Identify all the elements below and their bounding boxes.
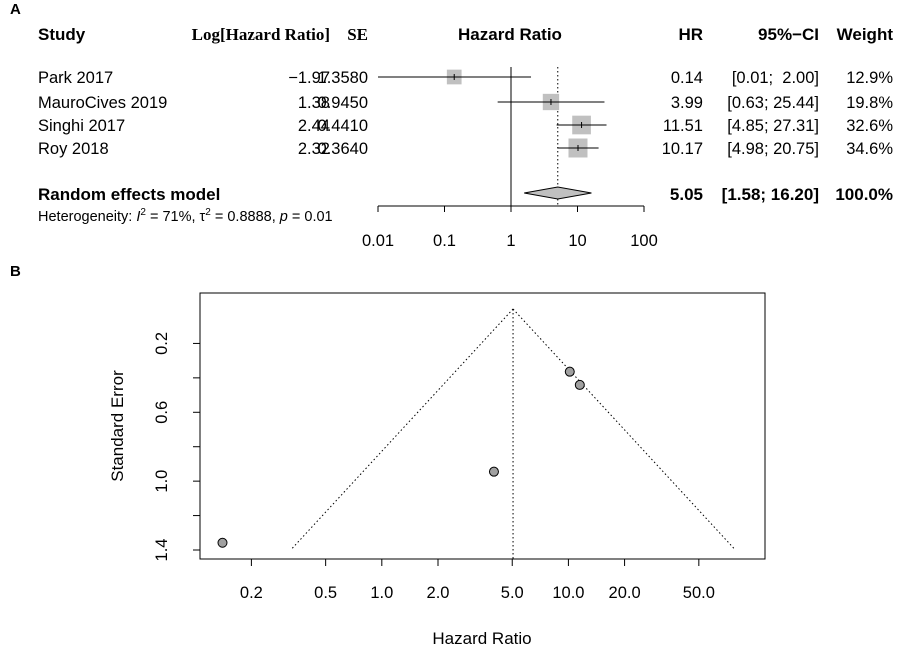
header-hazard-ratio: Hazard Ratio (458, 25, 562, 44)
forest-x-tick-label: 0.1 (433, 232, 456, 250)
funnel-study-point (574, 379, 585, 390)
funnel-x-label: Hazard Ratio (432, 629, 531, 648)
model-ci: [1.58; 16.20] (722, 185, 819, 204)
header-hr: HR (678, 25, 703, 44)
header-se: SE (347, 25, 368, 44)
forest-x-tick-label: 1 (506, 232, 515, 250)
forest-x-tick-label: 10 (568, 232, 586, 250)
panel-a-letter: A (10, 1, 21, 18)
study-log-hr: −1.97 (288, 69, 330, 87)
funnel-study-point (217, 537, 228, 548)
header-log-hr: Log[Hazard Ratio] (192, 25, 330, 44)
study-hr: 0.14 (671, 69, 703, 87)
study-weight: 34.6% (846, 140, 893, 158)
study-ci: [0.01; 2.00] (732, 69, 819, 87)
funnel-right-limit (512, 308, 736, 551)
funnel-plot-panel: B 0.2 0.5 1.0 2.0 5.0 10.0 20.0 50.0 0.2 0.6 1.0 1.… (10, 263, 766, 648)
heterogeneity-text: Heterogeneity: I2 = 71%, τ2 = 0.8888, p … (38, 207, 333, 225)
funnel-x-tick-label: 50.0 (683, 584, 715, 602)
study-weight: 12.9% (846, 69, 893, 87)
study-se: 0.9450 (318, 94, 368, 112)
funnel-y-label: Standard Error (108, 370, 127, 482)
study-ci: [4.85; 27.31] (727, 117, 819, 135)
pooled-diamond (524, 186, 592, 200)
header-ci: 95%−CI (758, 25, 819, 44)
study-weight: 32.6% (846, 117, 893, 135)
study-hr: 11.51 (663, 117, 703, 135)
header-weight: Weight (837, 25, 894, 44)
study-name: Singhi 2017 (38, 117, 125, 135)
funnel-study-point (564, 366, 575, 377)
study-hr: 10.17 (662, 140, 703, 158)
funnel-plot-box (199, 292, 766, 560)
forest-plot-panel: A Study Log[Hazard Ratio] SE Hazard Rati… (10, 1, 893, 250)
study-se: 0.4410 (318, 117, 368, 135)
funnel-y-tick-label: 0.2 (153, 332, 171, 355)
study-ci: [0.63; 25.44] (727, 94, 819, 112)
funnel-x-tick-label: 10.0 (552, 584, 584, 602)
funnel-y-tick-label: 1.0 (153, 470, 171, 493)
funnel-x-tick-label: 0.2 (240, 584, 263, 602)
header-study: Study (38, 25, 86, 44)
funnel-left-limit (290, 308, 514, 551)
funnel-x-tick-label: 20.0 (609, 584, 641, 602)
forest-x-tick-label: 0.01 (362, 232, 394, 250)
funnel-x-tick-label: 1.0 (370, 584, 393, 602)
funnel-x-tick-label: 5.0 (501, 584, 524, 602)
model-weight: 100.0% (835, 185, 893, 204)
study-name: MauroCives 2019 (38, 94, 167, 112)
forest-x-tick-label: 100 (630, 232, 658, 250)
forest-plot-area: 0.01 0.1 1 10 100 (362, 67, 658, 250)
funnel-study-point (488, 466, 499, 477)
study-weight: 19.8% (846, 94, 893, 112)
study-log-hr: 2.32 (298, 140, 330, 158)
study-name: Roy 2018 (38, 140, 109, 158)
study-se: 0.3640 (318, 140, 368, 158)
study-ci: [4.98; 20.75] (727, 140, 819, 158)
model-hr: 5.05 (670, 185, 703, 204)
funnel-x-tick-label: 0.5 (314, 584, 337, 602)
study-log-hr: 2.44 (298, 117, 330, 135)
funnel-x-tick-label: 2.0 (427, 584, 450, 602)
funnel-y-tick-label: 0.6 (153, 401, 171, 424)
forest-rows: Park 2017 −1.971.3580 0.14 [0.01; 2.00] 12.9… (38, 69, 893, 158)
model-label: Random effects model (38, 185, 220, 204)
funnel-plot-area: 0.2 0.5 1.0 2.0 5.0 10.0 20.0 50.0 0.2 0.6 1.0 1.4 (153, 308, 736, 602)
study-name: Park 2017 (38, 69, 113, 87)
study-hr: 3.99 (671, 94, 703, 112)
study-se: 1.3580 (318, 69, 368, 87)
funnel-y-tick-label: 1.4 (153, 539, 171, 562)
study-log-hr: 1.38 (298, 94, 330, 112)
panel-b-letter: B (10, 263, 21, 280)
